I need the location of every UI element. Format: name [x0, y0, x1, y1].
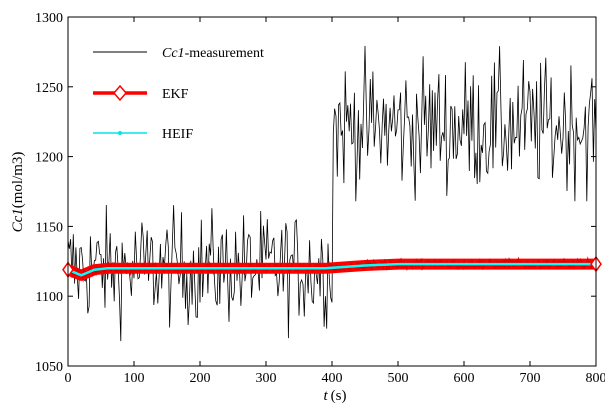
- x-tick-label: 700: [520, 371, 541, 386]
- series-line-heif: [67, 262, 596, 277]
- x-axis-label: t (s): [324, 388, 347, 404]
- series-jitter-ekf: [67, 256, 597, 283]
- x-tick-label: 200: [190, 371, 211, 386]
- x-tick-label: 600: [454, 371, 475, 386]
- y-tick-label: 1250: [35, 81, 63, 96]
- legend-entry-label: Cc1-measurement: [162, 46, 264, 61]
- x-tick-label: 800: [586, 371, 605, 386]
- plot-frame: [67, 16, 597, 367]
- y-tick-label: 1300: [35, 11, 63, 26]
- y-axis-label: Cc1(mol/m3): [10, 152, 26, 233]
- y-tick-label: 1150: [36, 220, 63, 235]
- y-tick-label: 1050: [35, 360, 63, 375]
- legend-marker-heif: [118, 131, 122, 135]
- y-tick-label: 1100: [36, 290, 63, 305]
- x-tick-label: 100: [124, 371, 145, 386]
- plot-area: [62, 45, 602, 342]
- y-tick-label: 1200: [35, 151, 63, 166]
- legend-marker-ekf: [113, 84, 127, 102]
- legend-entry-label: EKF: [162, 87, 189, 102]
- axes: 0 100 200 300 400 500 600 700 800 1050 1100 1150 120…: [35, 11, 605, 386]
- legend-entry-label: HEIF: [162, 127, 193, 142]
- x-tick-label: 500: [388, 371, 409, 386]
- x-tick-label: 400: [322, 371, 343, 386]
- series-line-measurement: [67, 45, 597, 342]
- x-tick-label: 300: [256, 371, 277, 386]
- x-tick-label: 0: [65, 371, 72, 386]
- legend: Cc1-measurement EKF HEIF: [93, 46, 264, 142]
